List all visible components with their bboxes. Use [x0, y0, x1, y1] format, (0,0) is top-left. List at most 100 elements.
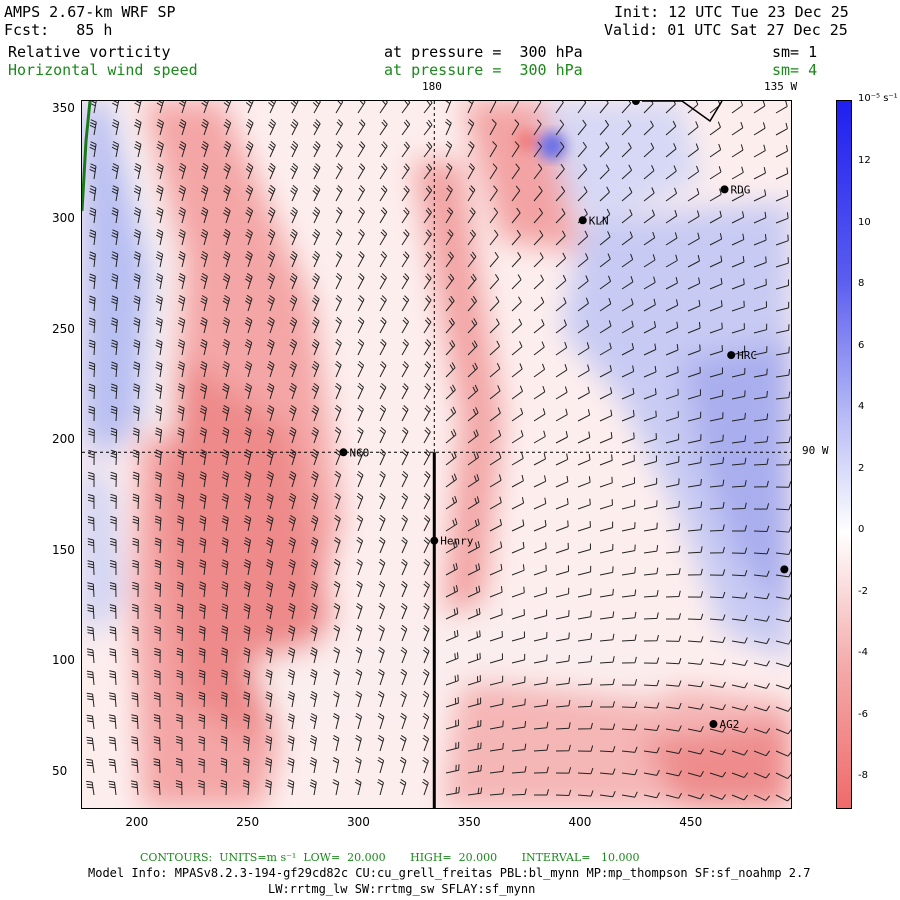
wind-barb — [87, 538, 95, 554]
wind-barb — [221, 559, 229, 576]
physics-info: LW:rrtmg_lw SW:rrtmg_sw SFLAY:sf_mynn — [268, 882, 536, 896]
wind-barb — [422, 734, 430, 752]
wind-barb — [621, 231, 633, 246]
wind-barb — [401, 514, 408, 532]
wind-barb — [621, 320, 634, 334]
wind-barb — [198, 757, 205, 774]
wind-barb — [178, 184, 186, 202]
wind-barb — [577, 655, 593, 664]
wind-barb — [222, 338, 230, 356]
wind-barb — [599, 723, 616, 730]
wind-barb — [379, 273, 387, 290]
wind-barb — [357, 207, 365, 224]
wind-barb — [753, 122, 766, 136]
wind-barb — [265, 625, 273, 642]
wind-barb — [753, 705, 771, 712]
wind-barb — [156, 207, 164, 224]
wind-barb — [643, 612, 659, 620]
wind-barb — [489, 274, 500, 290]
wind-barb — [467, 207, 476, 224]
smoothing-1: sm= 1 — [772, 43, 818, 61]
wind-barb — [709, 233, 723, 246]
wind-barb — [335, 119, 344, 136]
wind-barb — [731, 637, 748, 644]
wind-barb — [775, 279, 789, 290]
wind-barb — [266, 537, 274, 554]
wind-barb — [287, 669, 295, 686]
wind-barb — [709, 636, 726, 643]
wind-barb — [599, 745, 616, 753]
wind-barb — [732, 525, 747, 532]
wind-barb — [775, 728, 791, 735]
station-marker-kln — [578, 216, 587, 225]
wind-barb — [334, 405, 342, 422]
wind-barb — [89, 185, 97, 202]
wind-barb — [423, 273, 432, 290]
wind-barb — [533, 274, 544, 290]
wind-barb — [467, 697, 482, 708]
wind-barb — [775, 145, 789, 158]
station-label-kln: KLN — [589, 214, 609, 227]
wind-barb — [775, 706, 791, 712]
wind-barb — [222, 427, 230, 444]
wind-barb — [511, 229, 521, 246]
wind-barb — [533, 631, 548, 642]
wind-barb — [290, 163, 299, 180]
wind-barb — [555, 341, 568, 356]
wind-barb — [643, 120, 654, 136]
wind-barb — [311, 360, 320, 378]
wind-barb — [753, 101, 766, 114]
wind-barb — [599, 275, 612, 290]
wind-barb — [577, 498, 591, 510]
wind-barb — [288, 448, 297, 466]
wind-barb — [666, 613, 681, 620]
wind-barb — [467, 608, 481, 620]
wind-barb — [244, 493, 252, 510]
wind-barb — [665, 545, 681, 554]
wind-barb — [621, 209, 633, 224]
wind-barb — [309, 735, 317, 752]
wind-barb — [621, 701, 638, 708]
wind-barb — [132, 515, 140, 532]
wind-barb — [665, 299, 679, 312]
wind-barb — [379, 295, 387, 312]
coastline — [642, 101, 723, 123]
wind-barb — [356, 492, 364, 510]
wind-barb — [467, 473, 480, 488]
wind-barb — [467, 119, 475, 136]
wind-barb — [176, 713, 183, 730]
wind-barb — [355, 646, 363, 664]
wind-barb — [199, 427, 207, 444]
wind-barb — [401, 339, 409, 356]
wind-barb — [467, 273, 477, 290]
wind-barb — [87, 494, 95, 510]
wind-barb — [335, 251, 343, 268]
wind-barb — [357, 251, 365, 268]
y-tick-label: 200 — [52, 432, 75, 447]
wind-barb — [377, 734, 385, 752]
wind-barb — [244, 360, 253, 378]
wind-barb — [357, 185, 366, 202]
wind-barb — [310, 558, 319, 576]
wind-barb — [379, 229, 388, 246]
wind-barb — [687, 478, 702, 488]
wind-barb — [334, 470, 342, 488]
wind-barb — [220, 691, 228, 708]
wind-barb — [577, 275, 589, 290]
wind-barb — [154, 493, 162, 510]
colorbar-tick-label: -6 — [858, 708, 868, 720]
wind-barb — [687, 366, 701, 378]
wind-barb — [687, 523, 703, 532]
wind-barb — [467, 251, 477, 268]
wind-barb — [132, 581, 139, 598]
wind-barb — [467, 719, 482, 730]
wind-barb — [445, 697, 459, 708]
wind-barb — [665, 209, 678, 224]
wind-barb — [775, 481, 791, 488]
wind-barb — [753, 144, 766, 158]
wind-barb — [201, 140, 209, 158]
wind-barb — [555, 699, 571, 708]
wind-barb — [775, 257, 789, 268]
wind-barb — [245, 141, 254, 158]
wind-barb — [357, 339, 365, 356]
